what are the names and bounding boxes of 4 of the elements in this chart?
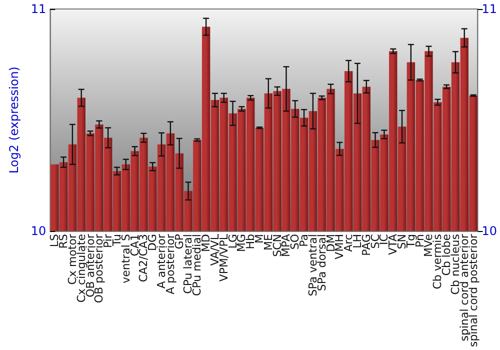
- x-tick-label: OB posterior: [92, 234, 106, 304]
- y2-tick-label: 10: [482, 224, 498, 238]
- y-axis-title: Log2 (expression): [7, 66, 21, 174]
- y2-tick-label: 11: [482, 2, 498, 16]
